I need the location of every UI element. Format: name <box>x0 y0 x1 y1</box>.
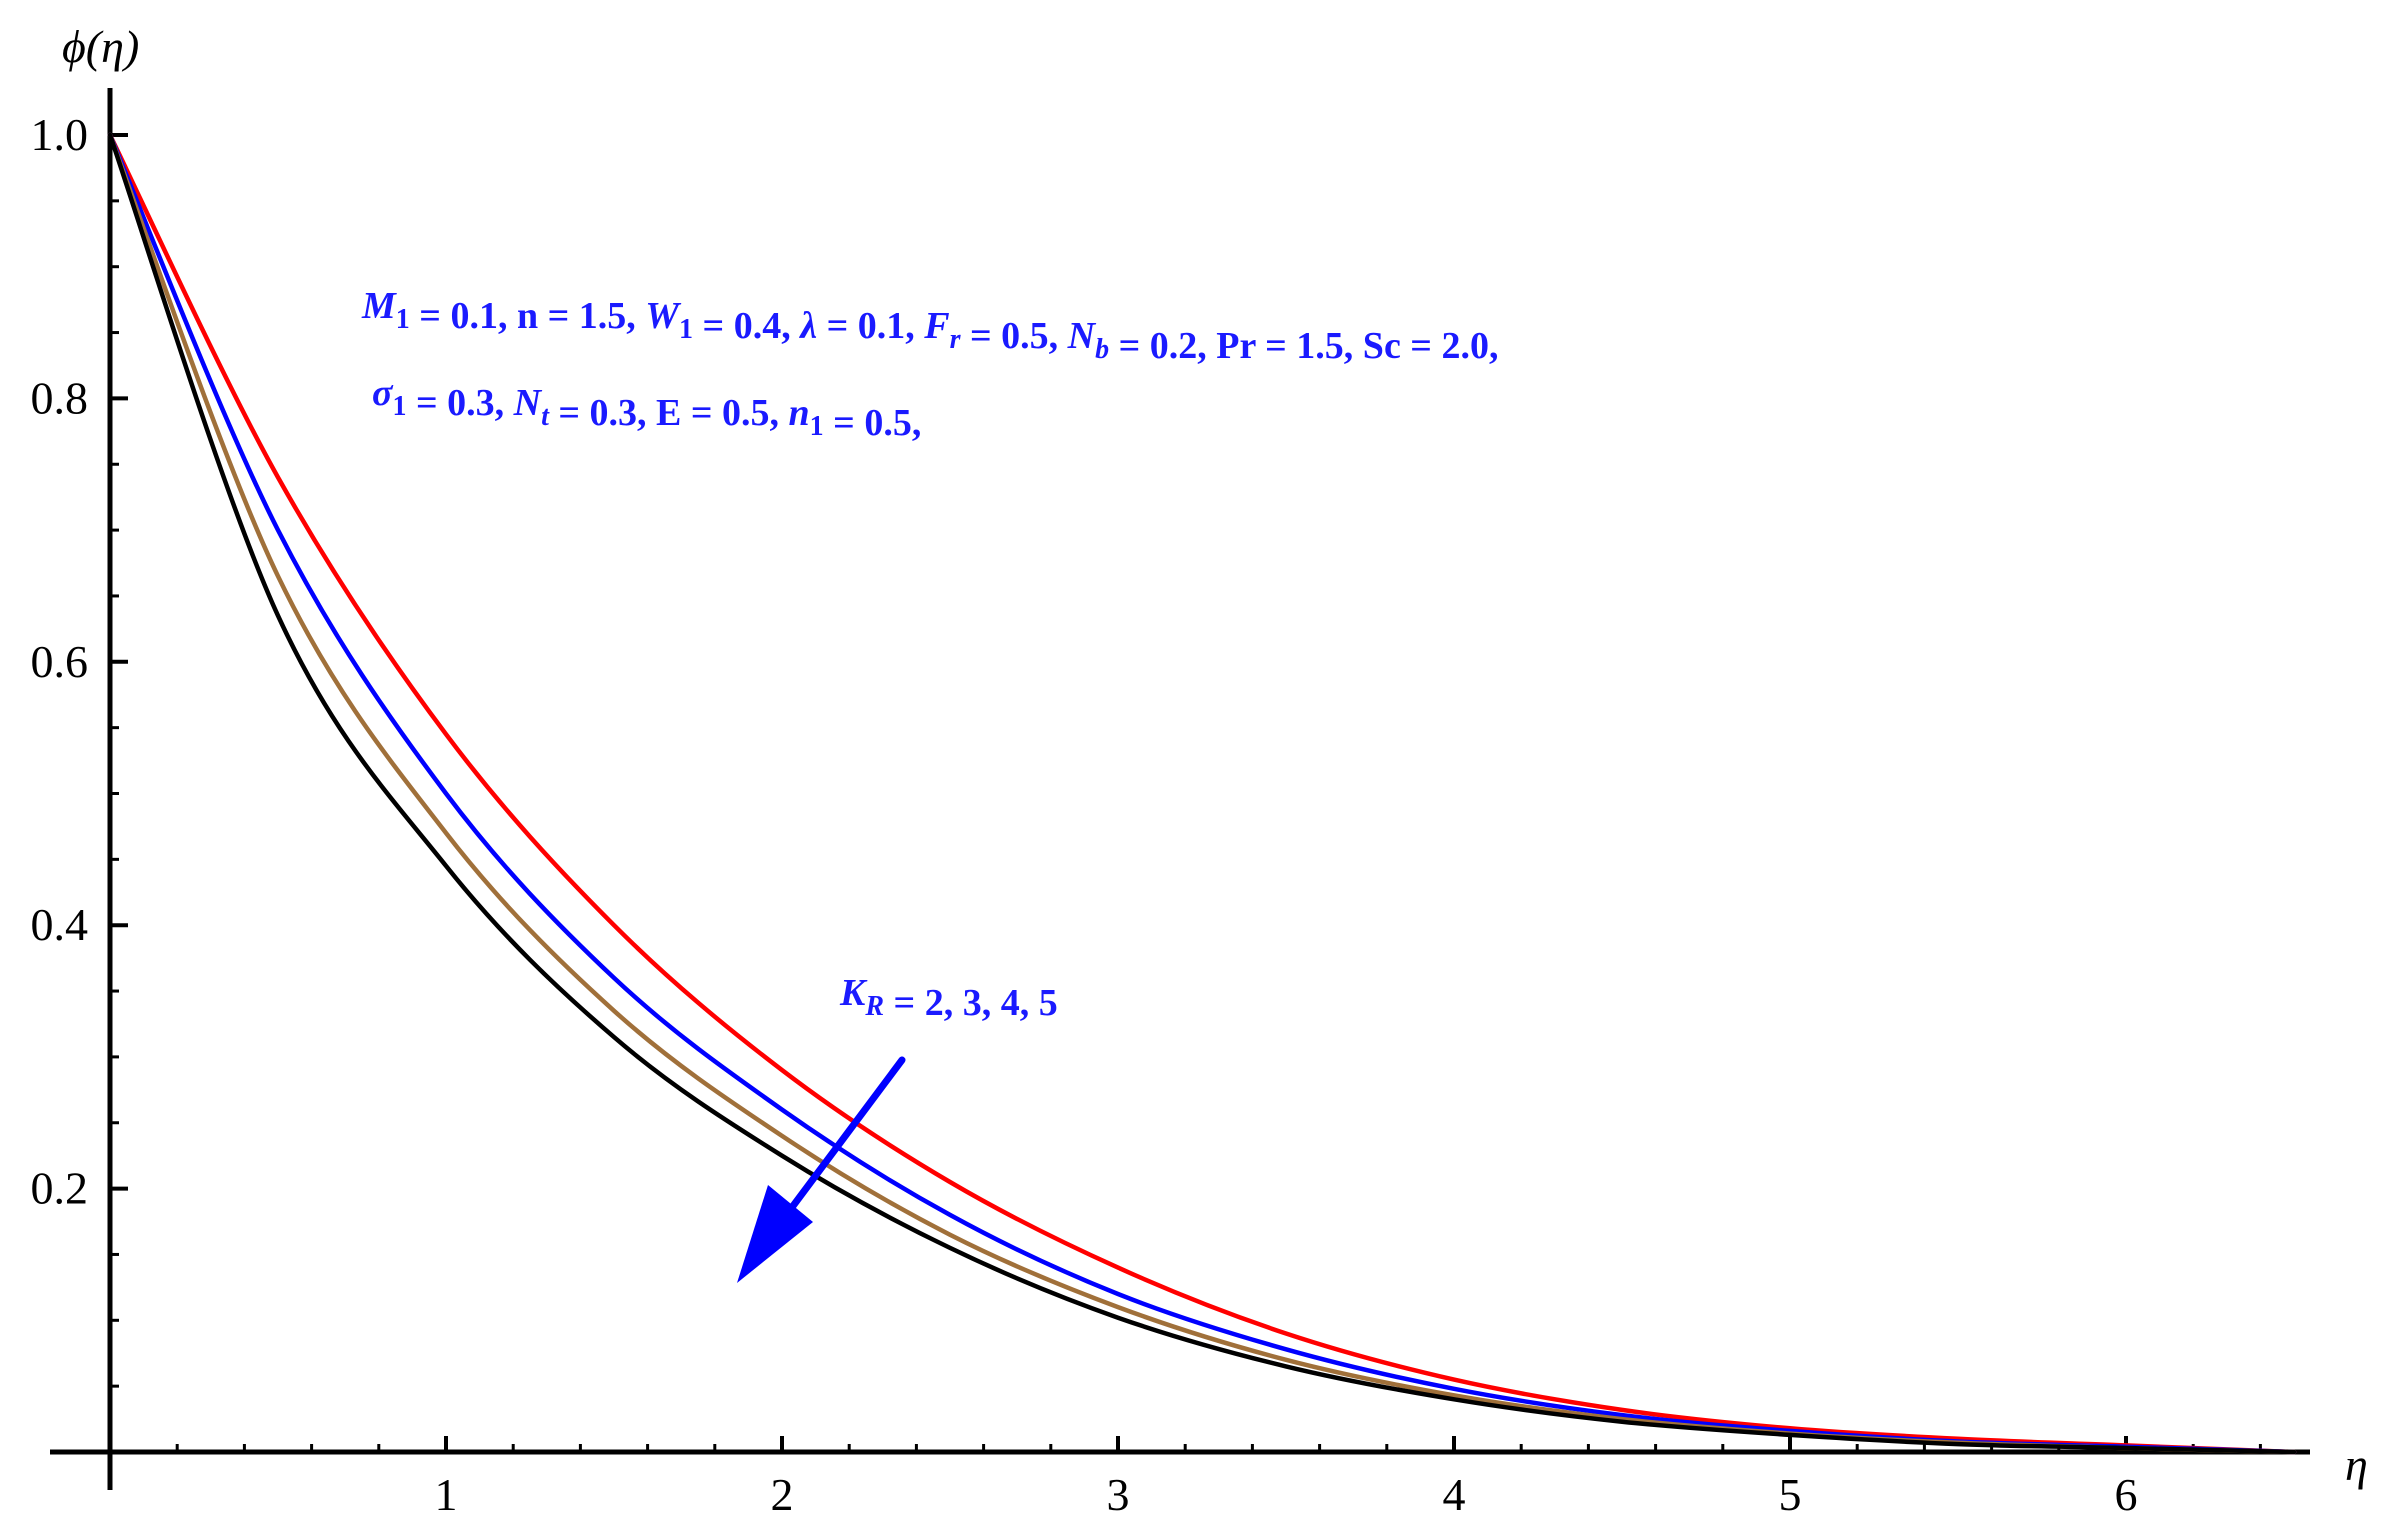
x-tick-label: 3 <box>1107 1469 1130 1520</box>
y-tick-label: 1.0 <box>31 109 89 160</box>
y-axis-label: ϕ(η) <box>62 21 139 72</box>
x-axis-label: η <box>2345 1439 2368 1490</box>
x-tick-label: 1 <box>435 1469 458 1520</box>
parameter-text-line1: M1 = 0.1, n = 1.5, W1 = 0.4, λ = 0.1, Fr… <box>361 285 1498 367</box>
trend-arrow-shaft <box>786 1056 906 1214</box>
trend-arrow-head <box>737 1185 813 1283</box>
series-line-4 <box>107 132 2297 1455</box>
series-line-1 <box>107 132 2297 1455</box>
y-tick-label: 0.2 <box>31 1163 89 1214</box>
ticks: 1 2 3 4 5 6 0.2 0.4 0.6 0.8 1.0 <box>31 109 2262 1520</box>
kr-label: KR = 2, 3, 4, 5 <box>839 972 1058 1024</box>
x-tick-label: 4 <box>1443 1469 1466 1520</box>
x-tick-label: 6 <box>2115 1469 2138 1520</box>
y-tick-label: 0.4 <box>31 899 89 950</box>
parameter-text-line2: σ1 = 0.3, Nt = 0.3, E = 0.5, n1 = 0.5, <box>372 372 921 444</box>
x-tick-label: 5 <box>1779 1469 1802 1520</box>
curves <box>107 132 2297 1455</box>
axes: η ϕ(η) <box>50 21 2368 1490</box>
x-tick-label: 2 <box>771 1469 794 1520</box>
y-tick-label: 0.8 <box>31 372 89 423</box>
annotations: M1 = 0.1, n = 1.5, W1 = 0.4, λ = 0.1, Fr… <box>361 285 1498 1283</box>
y-tick-label: 0.6 <box>31 636 89 687</box>
